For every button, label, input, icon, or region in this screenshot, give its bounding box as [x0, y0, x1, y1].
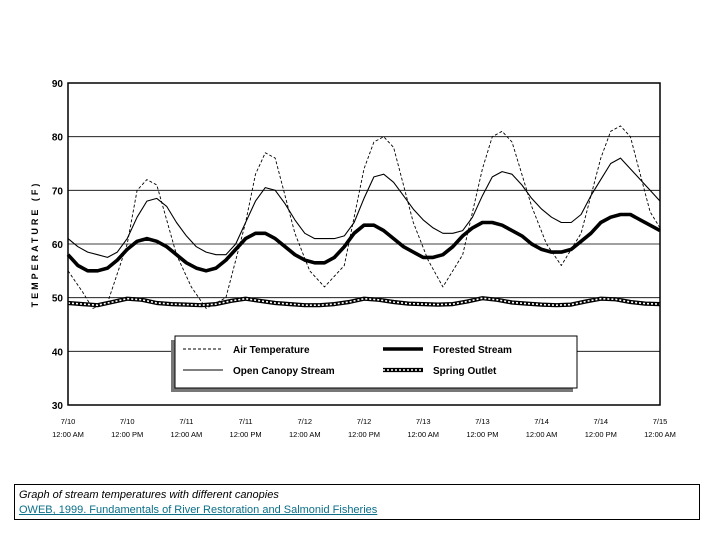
- x-tick-time: 12:00 PM: [348, 430, 380, 439]
- y-axis-label: TEMPERATURE (F): [30, 181, 40, 308]
- y-tick-labels: 30 40 50 60 70 80 90: [52, 79, 64, 412]
- legend: Air Temperature Open Canopy Stream Foreste…: [171, 335, 578, 392]
- x-tick-time: 12:00 AM: [171, 430, 203, 439]
- x-tick-date: 7/11: [179, 417, 193, 426]
- x-tick-time: 12:00 PM: [466, 430, 498, 439]
- x-tick-time: 12:00 PM: [230, 430, 262, 439]
- x-tick-time: 12:00 AM: [407, 430, 439, 439]
- caption-text: Graph of stream temperatures with differ…: [19, 489, 279, 501]
- y-tick-label: 60: [52, 240, 64, 251]
- x-tick-date: 7/13: [416, 417, 431, 426]
- series-line-forested-stream: [66, 212, 661, 273]
- series-line-air-temperature: [67, 125, 661, 309]
- caption-box: Graph of stream temperatures with differ…: [14, 484, 700, 520]
- series-line-spring-outlet-overlay: [67, 297, 661, 307]
- x-tick-date: 7/13: [475, 417, 490, 426]
- x-tick-date: 7/10: [120, 417, 135, 426]
- x-tick-date: 7/12: [357, 417, 372, 426]
- series-line-spring-outlet: [67, 296, 661, 308]
- y-tick-label: 40: [52, 347, 64, 358]
- series-line-open-canopy-stream: [67, 157, 661, 258]
- x-tick-date: 7/15: [653, 417, 668, 426]
- source-link[interactable]: OWEB, 1999. Fundamentals of River Restor…: [19, 504, 378, 516]
- x-tick-time: 12:00 PM: [585, 430, 617, 439]
- series-lines: [66, 125, 661, 309]
- x-tick-date: 7/14: [534, 417, 549, 426]
- legend-entries: Air Temperature Open Canopy Stream Foreste…: [183, 345, 512, 377]
- x-tick-time: 12:00 AM: [289, 430, 321, 439]
- x-tick-date: 7/11: [239, 417, 253, 426]
- legend-label-air-temperature: Air Temperature: [233, 345, 310, 356]
- y-tick-label: 90: [52, 79, 64, 90]
- x-tick-date: 7/14: [593, 417, 608, 426]
- y-tick-label: 50: [52, 294, 64, 305]
- legend-label-open-canopy-stream: Open Canopy Stream: [233, 366, 335, 377]
- x-tick-date: 7/12: [297, 417, 312, 426]
- legend-label-spring-outlet: Spring Outlet: [433, 366, 497, 377]
- legend-box: [174, 335, 578, 389]
- x-tick-time: 12:00 AM: [526, 430, 558, 439]
- x-tick-time: 12:00 AM: [644, 430, 676, 439]
- x-tick-labels: 7/10 12:00 AM 7/10 12:00 PM 7/11 12:00 AM 7/11…: [52, 417, 676, 439]
- x-tick-time: 12:00 AM: [52, 430, 84, 439]
- x-tick-time: 12:00 PM: [111, 430, 143, 439]
- y-tick-label: 80: [52, 133, 64, 144]
- x-tick-date: 7/10: [61, 417, 76, 426]
- legend-label-forested-stream: Forested Stream: [433, 345, 512, 356]
- y-tick-label: 70: [52, 186, 64, 197]
- plot-frame: [67, 82, 661, 406]
- y-tick-label: 30: [52, 401, 64, 412]
